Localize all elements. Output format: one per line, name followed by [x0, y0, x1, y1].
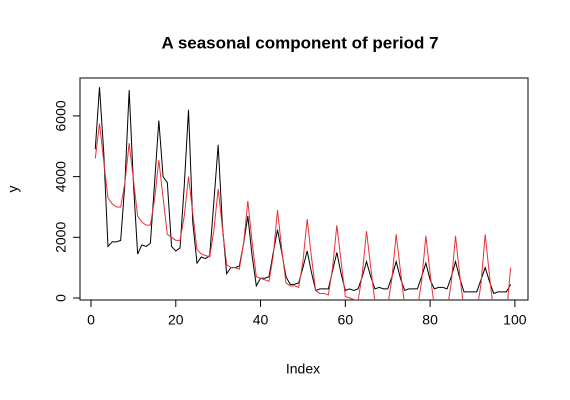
y-tick-label: 0: [53, 294, 69, 302]
x-tick-label: 20: [168, 312, 184, 328]
x-axis-label: Index: [286, 361, 320, 377]
x-tick-label: 0: [87, 312, 95, 328]
y-tick-label: 4000: [53, 161, 69, 192]
x-tick-label: 100: [503, 312, 527, 328]
x-tick-label: 40: [253, 312, 269, 328]
plot-box: [79, 77, 529, 301]
x-tick-label: 80: [422, 312, 438, 328]
chart-title: A seasonal component of period 7: [161, 33, 438, 52]
y-tick-label: 6000: [53, 100, 69, 131]
y-tick-label: 2000: [53, 222, 69, 253]
y-axis-label: y: [5, 186, 21, 193]
series-line: [94, 87, 512, 295]
series-line: [94, 123, 512, 300]
x-tick-label: 60: [338, 312, 354, 328]
